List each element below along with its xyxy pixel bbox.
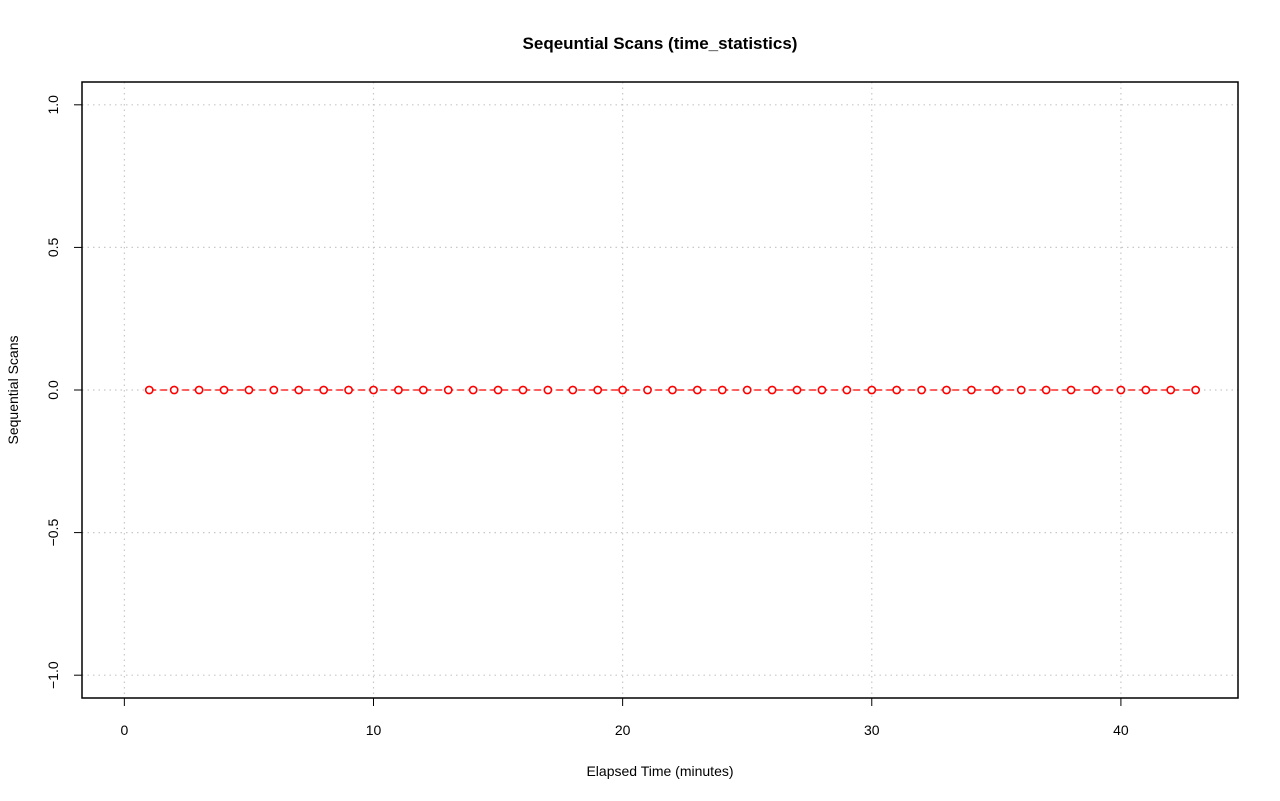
data-point bbox=[294, 385, 304, 395]
data-point bbox=[842, 385, 852, 395]
data-point bbox=[1041, 385, 1051, 395]
data-point bbox=[244, 385, 254, 395]
data-point bbox=[518, 385, 528, 395]
data-point bbox=[643, 385, 652, 395]
data-point bbox=[1191, 385, 1201, 395]
data-point bbox=[219, 385, 229, 395]
data-point bbox=[967, 385, 976, 395]
data-point bbox=[369, 385, 378, 395]
data-point bbox=[493, 385, 503, 395]
data-point bbox=[917, 385, 926, 395]
data-series bbox=[144, 385, 1201, 395]
data-point bbox=[1166, 385, 1176, 395]
data-point bbox=[543, 385, 553, 395]
x-tick-label: 10 bbox=[366, 722, 382, 738]
data-point bbox=[1016, 385, 1026, 395]
y-tick-label: 1.0 bbox=[45, 95, 61, 115]
data-point bbox=[443, 385, 453, 395]
data-point bbox=[867, 385, 877, 395]
x-tick-label: 40 bbox=[1113, 722, 1129, 738]
data-point bbox=[344, 385, 353, 395]
data-point bbox=[942, 385, 951, 395]
data-point bbox=[269, 385, 279, 395]
data-point bbox=[742, 385, 752, 395]
data-point bbox=[1141, 385, 1151, 395]
data-point bbox=[1066, 385, 1076, 395]
x-tick-label: 0 bbox=[120, 722, 128, 738]
data-point bbox=[418, 385, 428, 395]
data-point bbox=[568, 385, 578, 395]
y-tick-label: 0.5 bbox=[45, 237, 61, 257]
data-point bbox=[319, 385, 329, 395]
data-point bbox=[717, 385, 727, 395]
data-point bbox=[169, 385, 179, 395]
data-point bbox=[668, 385, 677, 395]
y-tick-label: 0.0 bbox=[45, 380, 61, 400]
data-point bbox=[593, 385, 603, 395]
x-tick-label: 30 bbox=[864, 722, 880, 738]
data-point bbox=[892, 385, 902, 395]
x-tick-label: 20 bbox=[615, 722, 631, 738]
y-tick-label: −1.0 bbox=[45, 661, 61, 689]
data-point bbox=[1091, 385, 1101, 395]
y-axis-label: Sequential Scans bbox=[5, 336, 21, 445]
data-point bbox=[692, 385, 702, 395]
x-axis: 0 10 20 30 40 bbox=[120, 697, 1129, 738]
y-axis: −1.0 −0.5 0.0 0.5 1.0 bbox=[45, 95, 82, 689]
data-point bbox=[1116, 385, 1126, 395]
data-point bbox=[468, 385, 478, 395]
data-point bbox=[144, 385, 154, 395]
data-point bbox=[817, 385, 827, 395]
data-point bbox=[991, 385, 1001, 395]
data-point bbox=[194, 385, 204, 395]
data-point bbox=[618, 385, 628, 395]
y-tick-label: −0.5 bbox=[45, 519, 61, 547]
chart-title: Seqeuntial Scans (time_statistics) bbox=[523, 34, 798, 53]
data-point bbox=[792, 385, 802, 395]
data-point bbox=[767, 385, 777, 395]
x-axis-label: Elapsed Time (minutes) bbox=[586, 763, 733, 779]
data-point bbox=[394, 385, 403, 395]
